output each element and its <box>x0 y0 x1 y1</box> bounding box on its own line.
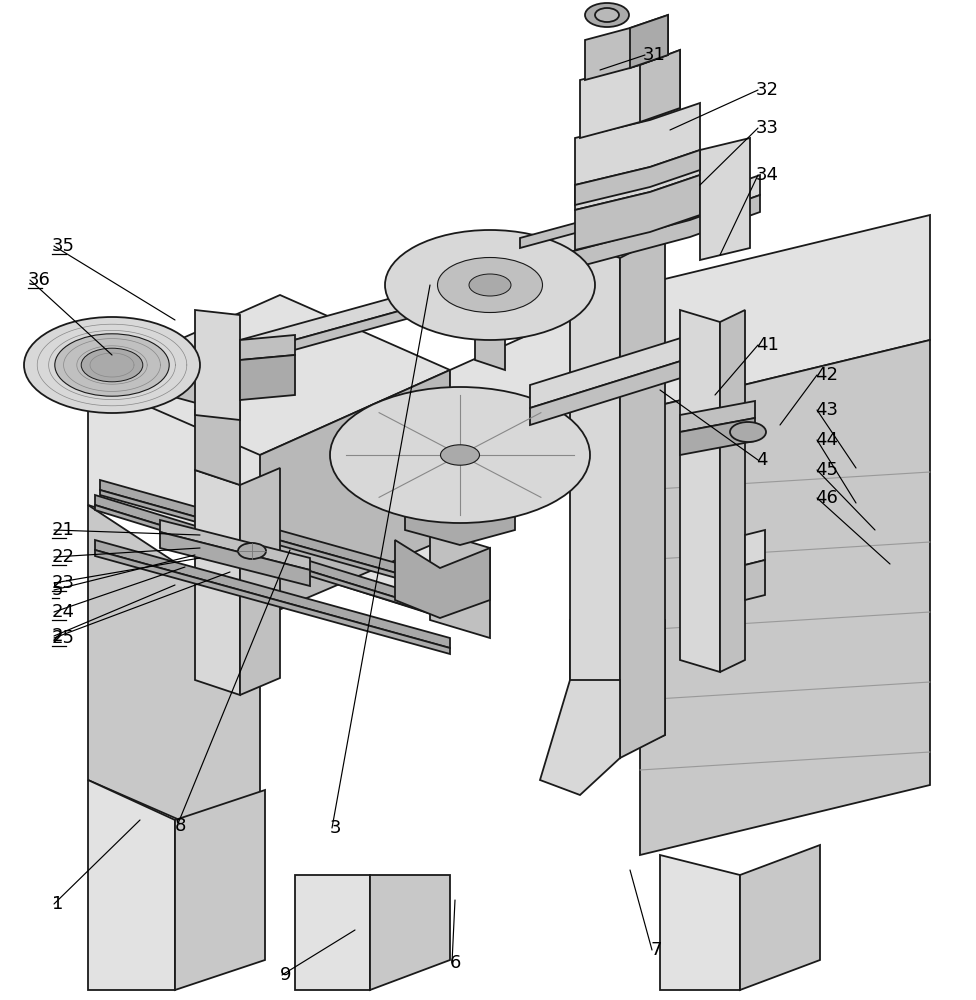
Polygon shape <box>195 410 240 485</box>
Polygon shape <box>630 15 668 68</box>
Polygon shape <box>475 285 505 370</box>
Text: 41: 41 <box>756 336 779 354</box>
Text: 46: 46 <box>815 489 837 507</box>
Polygon shape <box>95 505 430 613</box>
Text: 33: 33 <box>756 119 779 137</box>
Text: 24: 24 <box>52 603 75 621</box>
Polygon shape <box>450 285 640 495</box>
Ellipse shape <box>437 257 543 312</box>
Polygon shape <box>195 310 240 420</box>
Polygon shape <box>580 50 680 138</box>
Polygon shape <box>520 192 690 248</box>
Text: 7: 7 <box>650 941 662 959</box>
Ellipse shape <box>730 422 766 442</box>
Text: 23: 23 <box>52 574 75 592</box>
Polygon shape <box>160 520 310 570</box>
Polygon shape <box>745 530 765 565</box>
Ellipse shape <box>330 387 590 523</box>
Text: 44: 44 <box>815 431 838 449</box>
Polygon shape <box>405 480 515 545</box>
Polygon shape <box>540 680 620 795</box>
Text: 4: 4 <box>756 451 767 469</box>
Text: 25: 25 <box>52 629 75 647</box>
Polygon shape <box>260 370 450 618</box>
Ellipse shape <box>24 317 200 413</box>
Polygon shape <box>95 550 450 654</box>
Polygon shape <box>370 875 450 990</box>
Ellipse shape <box>238 543 266 559</box>
Text: 34: 34 <box>756 166 779 184</box>
Polygon shape <box>745 560 765 600</box>
Polygon shape <box>100 490 432 588</box>
Polygon shape <box>620 235 665 758</box>
Polygon shape <box>575 150 700 210</box>
Text: 9: 9 <box>280 966 292 984</box>
Text: 3: 3 <box>330 819 342 837</box>
Text: 6: 6 <box>450 954 462 972</box>
Text: 45: 45 <box>815 461 838 479</box>
Polygon shape <box>240 355 295 400</box>
Polygon shape <box>240 272 540 365</box>
Polygon shape <box>450 410 640 537</box>
Polygon shape <box>570 620 665 755</box>
Polygon shape <box>510 195 760 285</box>
Polygon shape <box>575 150 700 205</box>
Polygon shape <box>570 240 620 758</box>
Ellipse shape <box>469 274 511 296</box>
Polygon shape <box>640 340 930 855</box>
Polygon shape <box>585 15 668 80</box>
Polygon shape <box>175 790 265 990</box>
Polygon shape <box>240 335 295 360</box>
Text: 31: 31 <box>643 46 666 64</box>
Polygon shape <box>680 418 755 455</box>
Polygon shape <box>740 845 820 990</box>
Polygon shape <box>660 855 740 990</box>
Text: 5: 5 <box>52 581 63 599</box>
Polygon shape <box>430 530 490 638</box>
Text: 21: 21 <box>52 521 75 539</box>
Text: 35: 35 <box>52 237 75 255</box>
Polygon shape <box>295 875 370 990</box>
Polygon shape <box>88 295 450 455</box>
Polygon shape <box>680 401 755 432</box>
Polygon shape <box>640 50 680 122</box>
Polygon shape <box>640 215 930 410</box>
Polygon shape <box>240 468 280 695</box>
Polygon shape <box>95 495 430 608</box>
Ellipse shape <box>55 334 169 396</box>
Polygon shape <box>88 780 175 990</box>
Polygon shape <box>575 175 700 250</box>
Polygon shape <box>88 505 260 855</box>
Text: 43: 43 <box>815 401 838 419</box>
Text: 2: 2 <box>52 627 63 645</box>
Polygon shape <box>240 257 540 355</box>
Polygon shape <box>112 325 240 380</box>
Text: 22: 22 <box>52 548 75 566</box>
Ellipse shape <box>440 445 479 465</box>
Polygon shape <box>395 540 490 618</box>
Polygon shape <box>680 310 720 672</box>
Polygon shape <box>510 175 760 268</box>
Polygon shape <box>195 470 240 695</box>
Polygon shape <box>530 332 700 408</box>
Polygon shape <box>95 540 450 648</box>
Polygon shape <box>700 138 750 260</box>
Ellipse shape <box>81 348 142 382</box>
Polygon shape <box>405 440 515 495</box>
Text: 1: 1 <box>52 895 63 913</box>
Ellipse shape <box>385 230 595 340</box>
Ellipse shape <box>585 3 629 27</box>
Polygon shape <box>112 345 240 415</box>
Polygon shape <box>575 103 700 185</box>
Text: 36: 36 <box>28 271 51 289</box>
Polygon shape <box>88 380 450 620</box>
Polygon shape <box>720 310 745 672</box>
Text: 32: 32 <box>756 81 779 99</box>
Polygon shape <box>100 480 432 583</box>
Polygon shape <box>530 355 700 425</box>
Polygon shape <box>160 532 310 586</box>
Text: 42: 42 <box>815 366 838 384</box>
Ellipse shape <box>595 8 619 22</box>
Text: 8: 8 <box>175 817 186 835</box>
